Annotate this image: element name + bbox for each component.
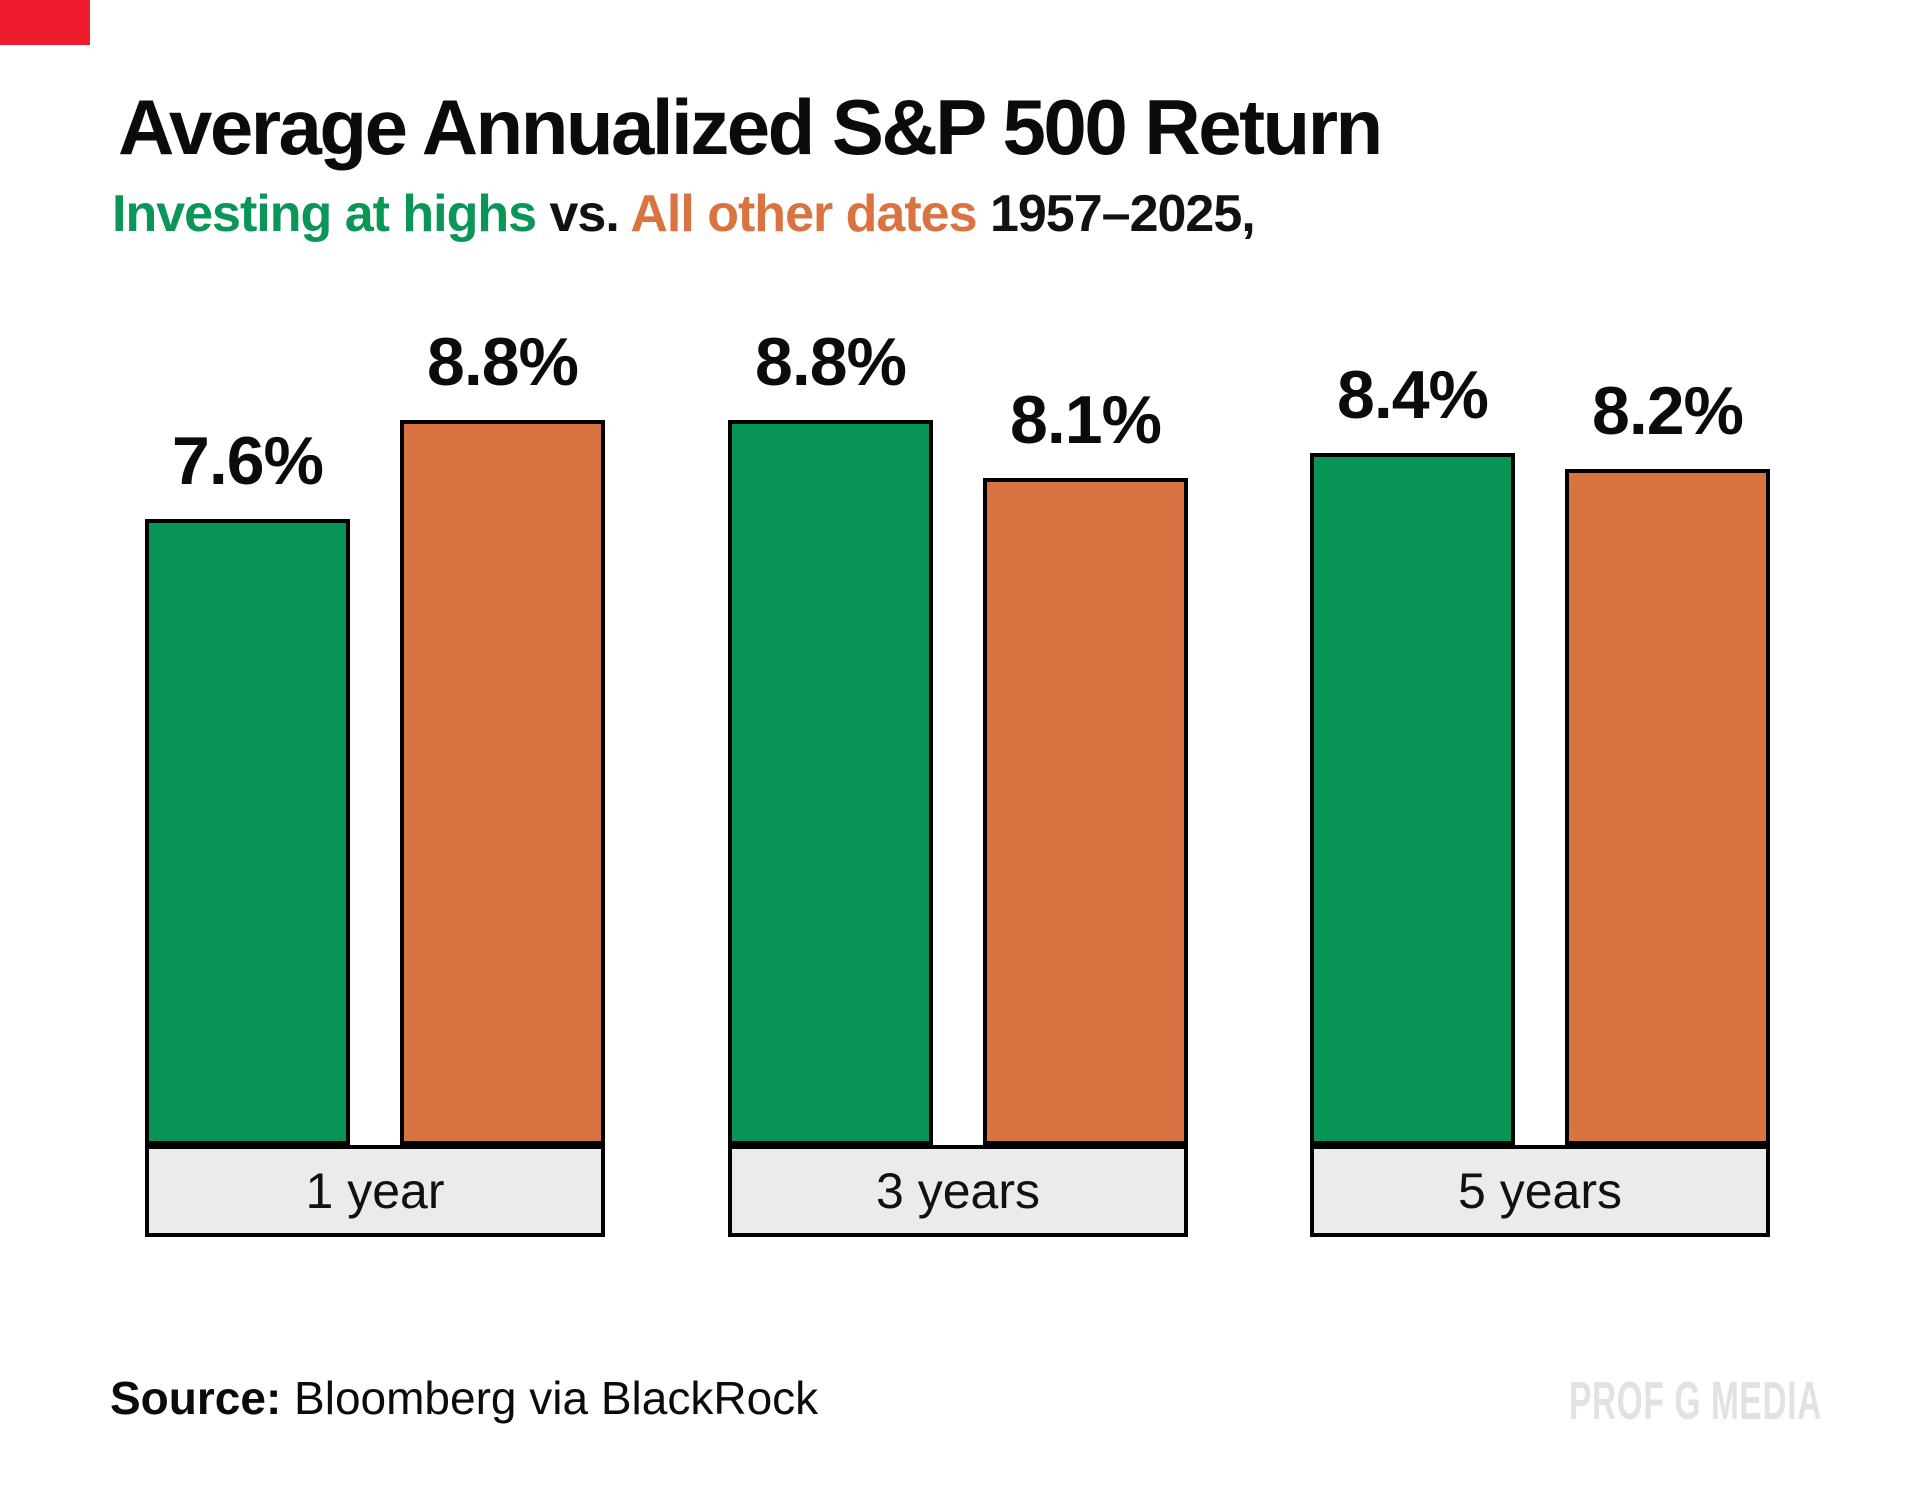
bar-other-dates-3-years [983,478,1188,1145]
bar-highs-5-years [1310,453,1515,1145]
value-label: 8.4% [1337,357,1489,433]
bar-other-dates-1-year [400,420,605,1145]
subtitle-segment: 1957–2025, [976,185,1256,243]
bar-highs-1-year [145,519,350,1145]
category-label-box: 1 year [145,1145,605,1237]
value-label: 8.2% [1592,373,1744,449]
subtitle-segment: All other dates [630,185,977,243]
watermark-prof-g-media: PROF G MEDIA [1569,1371,1822,1431]
source-text: Bloomberg via BlackRock [281,1372,819,1424]
value-label: 8.8% [755,324,907,400]
category-label: 1 year [305,1163,445,1219]
category-label-box: 5 years [1310,1145,1770,1237]
bar-highs-3-years [728,420,933,1145]
source-label: Source: [110,1372,282,1424]
value-label: 7.6% [172,423,324,499]
category-label: 3 years [876,1163,1040,1219]
subtitle-segment: vs. [536,185,631,243]
subtitle: Investing at highs vs. All other dates 1… [112,185,1256,243]
corner-marker [0,0,90,45]
source-line: Source: Bloomberg via BlackRock [110,1372,818,1425]
page-title: Average Annualized S&P 500 Return [118,83,1383,171]
value-label: 8.8% [427,324,579,400]
category-label-box: 3 years [728,1145,1188,1237]
subtitle-segment: Investing at highs [112,185,537,243]
bar-other-dates-5-years [1565,469,1770,1145]
category-label: 5 years [1458,1163,1622,1219]
value-label: 8.1% [1010,382,1162,458]
